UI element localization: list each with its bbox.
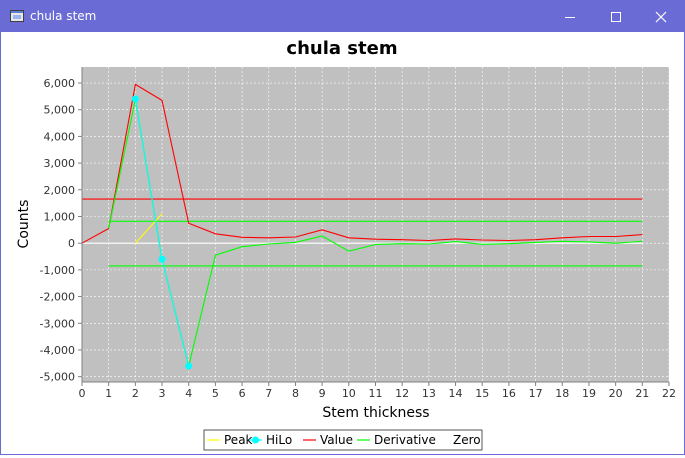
hilo-point [185,362,193,370]
x-tick-label: 12 [395,387,409,400]
legend-label-peak: Peak [224,433,253,447]
close-icon [655,11,667,22]
chart-svg: chula stem 0 1 2 3 4 5 6 7 8 9 10 11 12 13 14 15 16 17 18 1… [16,38,676,451]
x-tick-label: 19 [582,387,596,400]
x-tick-label: 2 [132,387,139,400]
y-tick-label: 6,000 [44,77,76,90]
series-layer [81,83,643,370]
chart-title: chula stem [286,38,397,59]
x-axis-label: Stem thickness [322,405,429,421]
y-tick-label: 3,000 [44,157,76,170]
x-tick-label: 5 [212,387,219,400]
x-tick-label: 13 [422,387,436,400]
y-tick-label: -3,000 [40,317,75,330]
x-tick-label: 4 [185,387,192,400]
peak-series-line [134,213,163,244]
x-tick-label: 3 [159,387,166,400]
window-title: chula stem [30,9,97,23]
y-tick-label: 5,000 [44,104,76,117]
legend-label-hilo: HiLo [266,433,292,447]
y-tick-label: -5,000 [40,371,75,384]
x-tick-label: 16 [502,387,516,400]
x-tick-label: 14 [449,387,463,400]
close-button[interactable] [638,1,684,32]
derivative-series-line [108,98,643,367]
x-tick-label: 11 [369,387,383,400]
x-tick-label: 22 [662,387,676,400]
hilo-point [131,95,139,103]
x-tick-label: 7 [265,387,272,400]
x-tick-label: 0 [79,387,86,400]
y-tick-label: 0 [68,237,75,250]
y-tick-label: -4,000 [40,344,75,357]
x-tick-label: 15 [475,387,489,400]
legend-marker-hilo [252,436,259,444]
x-tick-label: 1 [105,387,112,400]
x-tick-label: 18 [555,387,569,400]
legend-label-value: Value [320,433,353,447]
title-bar[interactable]: chula stem [1,1,684,32]
legend-label-derivative: Derivative [374,433,436,447]
value-series-line [81,83,643,244]
x-tick-label: 21 [635,387,649,400]
minimize-button[interactable] [547,1,593,32]
maximize-button[interactable] [593,1,639,32]
x-tick-label: 10 [342,387,356,400]
maximize-icon [611,11,621,22]
minimize-icon [565,16,575,18]
x-tick-label: 9 [319,387,326,400]
legend-label-zero: Zero [453,433,481,447]
y-tick-label: 4,000 [44,130,76,143]
axes: 0 1 2 3 4 5 6 7 8 9 10 11 12 13 14 15 16 17 18 19 20 21 22-5,0… [40,67,676,400]
x-tick-label: 6 [239,387,246,400]
y-axis-label: Counts [16,200,32,249]
legend-box [203,429,483,451]
chart-panel: chula stem 0 1 2 3 4 5 6 7 8 9 10 11 12 13 14 15 16 17 18 1… [1,32,684,454]
y-tick-label: 1,000 [44,210,76,223]
y-tick-label: -2,000 [40,291,75,304]
java-app-icon [10,10,24,22]
legend: Peak HiLo Value Derivative Zero [203,429,483,451]
y-tick-label: -1,000 [40,264,75,277]
y-tick-label: 2,000 [44,184,76,197]
x-tick-label: 20 [609,387,623,400]
hilo-point [158,255,166,263]
x-tick-label: 17 [529,387,543,400]
x-tick-label: 8 [292,387,299,400]
